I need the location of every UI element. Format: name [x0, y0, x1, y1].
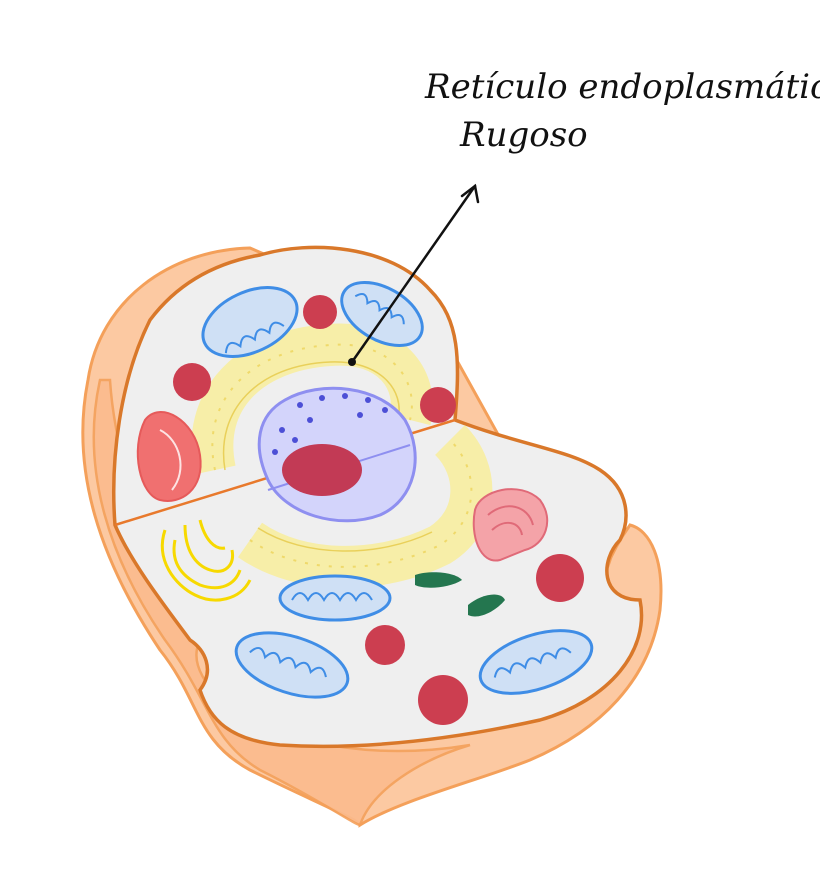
- golgi-apparatus-left: [136, 411, 202, 502]
- nuclear-pores: [272, 393, 388, 455]
- label-line-1: Retículo endoplasmático: [424, 67, 820, 107]
- label-arrow: [350, 183, 480, 364]
- mitochondrion-1: [201, 286, 299, 358]
- lysosome: [365, 625, 405, 665]
- mitochondria-group: [201, 281, 594, 699]
- mitochondrion-3: [278, 574, 392, 622]
- label-line-2: Rugoso: [459, 115, 588, 155]
- lysosome: [418, 675, 468, 725]
- green-granules: [415, 572, 505, 617]
- rough-endoplasmic-reticulum: [191, 323, 493, 588]
- mitochondrion-4: [234, 631, 350, 699]
- mitochondrion-5: [478, 629, 594, 695]
- lysosome: [173, 363, 211, 401]
- smooth-endoplasmic-reticulum: [160, 519, 252, 602]
- arrow-anchor-dot: [348, 358, 356, 366]
- nucleus: [257, 386, 417, 523]
- lysosome: [303, 295, 337, 329]
- lysosome: [536, 554, 584, 602]
- nucleolus: [282, 444, 362, 496]
- mitochondrion-2: [340, 281, 424, 347]
- golgi-apparatus-right: [472, 488, 549, 562]
- lysosome: [420, 387, 456, 423]
- lysosomes: [173, 295, 584, 725]
